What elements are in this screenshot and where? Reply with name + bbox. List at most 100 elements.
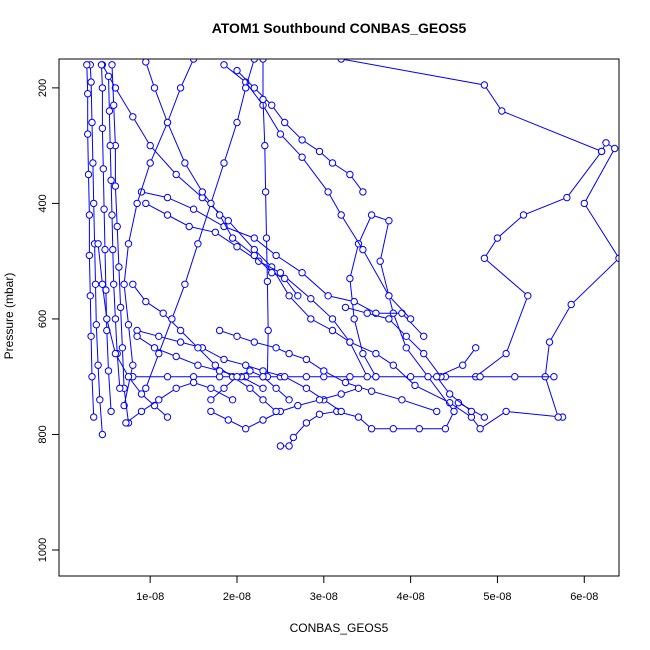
data-point <box>122 419 130 427</box>
data-point <box>259 59 267 63</box>
data-point <box>129 361 137 369</box>
series-line <box>475 151 602 378</box>
data-point <box>285 396 293 404</box>
series <box>346 211 458 416</box>
data-point <box>242 84 250 92</box>
data-point <box>111 84 120 92</box>
series-line <box>86 64 95 418</box>
data-point <box>104 72 113 81</box>
data-point <box>211 228 220 237</box>
data-point <box>120 280 128 288</box>
data-point <box>110 280 118 288</box>
data-point <box>611 144 619 153</box>
data-point <box>359 349 367 358</box>
data-point <box>176 84 185 92</box>
data-point <box>281 274 289 283</box>
data-point <box>129 280 137 288</box>
data-point <box>159 309 167 317</box>
data-point <box>420 332 428 340</box>
data-point <box>545 338 554 346</box>
data-point <box>441 425 450 433</box>
data-point <box>367 425 376 433</box>
data-point <box>298 153 306 161</box>
data-point <box>142 384 150 392</box>
data-point <box>99 165 108 173</box>
data-point <box>185 222 193 231</box>
data-point <box>315 147 324 156</box>
data-point <box>215 326 224 335</box>
data-point <box>398 309 406 317</box>
data-point <box>189 59 198 63</box>
data-point <box>250 234 259 242</box>
data-point <box>96 396 104 404</box>
data-point <box>168 315 176 323</box>
data-point <box>450 407 458 416</box>
data-point <box>163 413 172 421</box>
data-point <box>259 416 267 424</box>
series-line <box>145 59 255 389</box>
data-point <box>111 182 120 190</box>
data-point <box>233 66 241 75</box>
data-point <box>272 344 280 352</box>
series <box>259 59 272 381</box>
data-point <box>84 170 93 179</box>
series-line <box>101 64 112 412</box>
data-point <box>106 141 114 150</box>
data-point <box>302 384 311 392</box>
data-point <box>367 211 376 219</box>
data-point <box>108 61 116 69</box>
data-point <box>163 211 172 219</box>
data-point <box>150 84 159 92</box>
data-point <box>472 344 480 352</box>
data-point <box>268 269 276 277</box>
data-point <box>87 78 95 86</box>
data-point <box>406 315 415 323</box>
data-point <box>220 61 228 69</box>
data-point <box>597 147 606 156</box>
data-point <box>493 234 502 242</box>
data-point <box>372 373 380 381</box>
data-point <box>224 416 233 424</box>
data-point <box>402 344 410 352</box>
data-point <box>328 159 337 167</box>
data-point <box>113 222 121 231</box>
data-point <box>302 373 311 381</box>
data-point <box>104 367 113 375</box>
data-point <box>307 295 315 303</box>
series-line <box>341 59 619 418</box>
data-point <box>502 407 510 416</box>
data-point <box>233 243 241 251</box>
data-point <box>359 188 367 196</box>
data-point <box>250 338 259 346</box>
data-point <box>261 188 270 196</box>
data-point <box>194 240 202 248</box>
data-point <box>354 413 363 421</box>
data-point <box>263 277 272 286</box>
data-point <box>328 315 337 323</box>
data-point <box>264 326 272 335</box>
data-point <box>207 396 215 404</box>
data-point <box>172 384 180 392</box>
data-point <box>107 176 115 185</box>
series <box>97 61 115 416</box>
y-tick-label: 200 <box>37 79 49 97</box>
data-point <box>298 269 306 277</box>
data-point <box>172 352 180 361</box>
data-point <box>233 118 241 127</box>
series <box>233 66 367 196</box>
series <box>472 147 606 381</box>
data-point <box>398 396 406 404</box>
data-point <box>110 101 118 109</box>
data-point <box>207 199 215 208</box>
data-point <box>337 211 345 219</box>
data-point <box>142 199 150 208</box>
data-point <box>118 344 127 352</box>
data-point <box>103 315 111 323</box>
data-point <box>376 257 384 265</box>
data-point <box>233 332 241 340</box>
data-point <box>350 297 358 306</box>
data-point <box>111 315 120 323</box>
data-point <box>337 390 345 398</box>
data-point <box>294 401 302 410</box>
